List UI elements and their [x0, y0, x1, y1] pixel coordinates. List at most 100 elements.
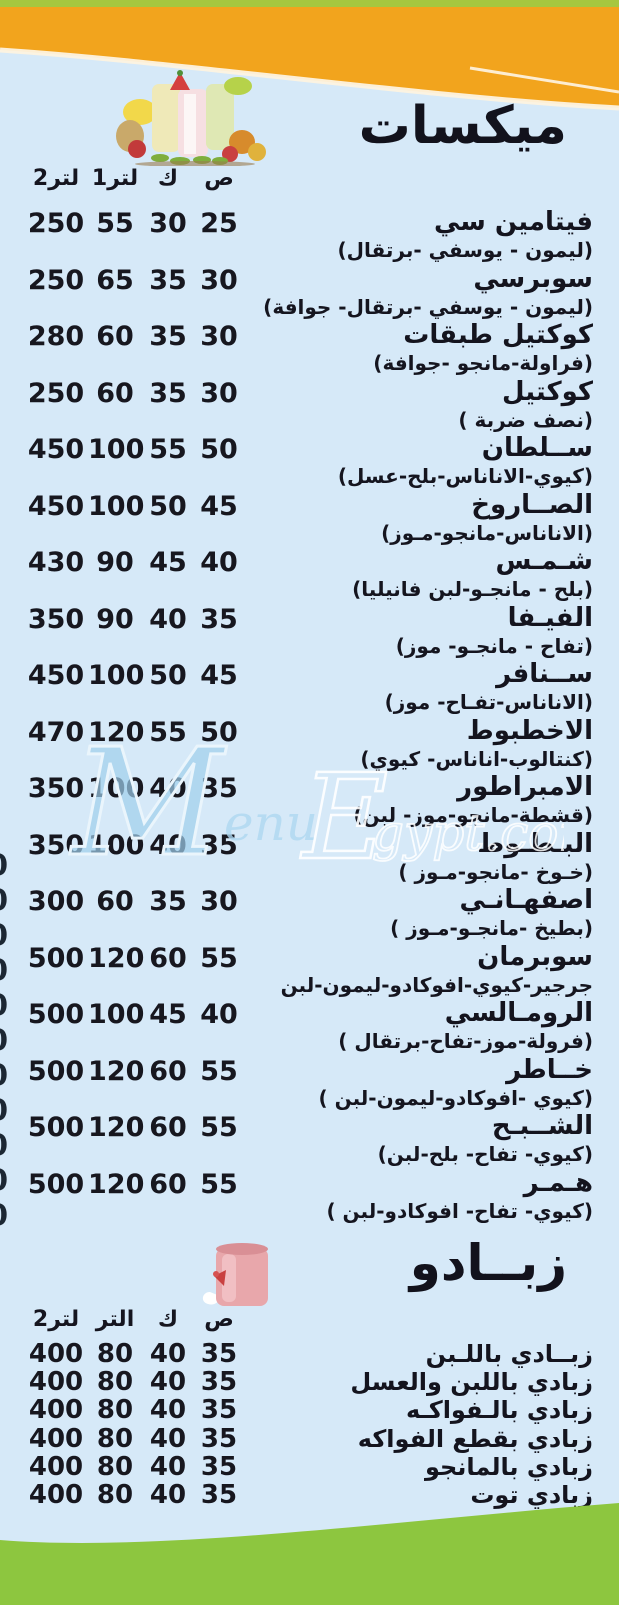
price-cup: 60 — [149, 1112, 187, 1143]
price-cup: 55 — [149, 716, 187, 748]
item-name-block: ســنافر (الاناناس-تفـاح- موز) — [244, 660, 619, 715]
menu-item-row: 400 80 40 35 زبادي بقطع الفواكه — [0, 1425, 619, 1453]
item-name-block: الاخطبوط (كنتالوب-اناناس- كيوي) — [244, 716, 619, 772]
item-name-block: الرومـالسي (فرولة-موز-تفاح-برتقال ) — [244, 999, 619, 1054]
price-small: 45 — [200, 490, 238, 522]
item-name-block: زبادي بالـفواكـه — [244, 1396, 619, 1424]
price-cup: 55 — [149, 434, 187, 465]
price-1-liter: 90 — [96, 547, 134, 578]
item-ingredients: (كيوي- تفاح- افوكادو-لبن ) — [326, 1198, 593, 1223]
price-1-liter: 120 — [88, 942, 145, 974]
item-ingredients: (الاناناس-مانجو-مـوز) — [381, 520, 593, 545]
price-cup: 40 — [149, 1479, 187, 1510]
item-name: شـمـس — [495, 546, 593, 576]
price-1-liter: 90 — [96, 603, 134, 635]
price-small: 35 — [200, 1367, 238, 1398]
item-name-block: هـمـر (كيوي- تفاح- افوكادو-لبن ) — [244, 1168, 619, 1224]
price-1-liter: 120 — [88, 1112, 145, 1143]
menu-item-row: 400 80 40 35 زبادي توت — [0, 1481, 619, 1509]
column-header-small: ص — [204, 166, 234, 191]
price-small: 55 — [200, 1112, 238, 1143]
item-ingredients: (كيوي- تفاح- بلح-لبن) — [377, 1142, 593, 1166]
price-small: 35 — [200, 1395, 238, 1426]
item-name-block: سوبرسي (ليمون - يوسفي -برتقال- جوافة) — [244, 263, 619, 320]
column-header-2-liter: 2لتر — [32, 1307, 80, 1332]
item-name: ســلطان — [481, 433, 593, 463]
price-1-liter: 60 — [96, 886, 134, 917]
price-1-liter: 100 — [88, 434, 145, 465]
menu-item-row: 250 60 35 30 كوكتيل (نصف ضربة ) — [0, 376, 619, 435]
price-1-liter: 100 — [88, 829, 145, 861]
menu-item-row: 350 90 40 35 الفيـفا (تفاح - مانجـو- موز… — [0, 603, 619, 661]
section-title-mixes: ميكسات — [358, 96, 567, 156]
item-name: كوكتيل — [502, 376, 593, 407]
price-2-liter: 280 — [27, 321, 85, 352]
fruit-drinks-illustration — [116, 70, 266, 166]
price-small: 45 — [200, 660, 238, 691]
price-1-liter: 100 — [88, 773, 145, 804]
price-1-liter: 80 — [96, 1367, 134, 1398]
price-1-liter: 120 — [88, 1168, 145, 1200]
item-name-block: زبــادي باللـبن — [244, 1340, 619, 1368]
item-ingredients: جرجير-كيوي-افوكادو-ليمون-لبن — [280, 972, 593, 997]
item-name: زبادي بالمانجو — [425, 1452, 593, 1481]
orange-band — [0, 7, 619, 108]
item-name-block: فيتامين سي (ليمون - يوسفي -برتقال) — [244, 208, 619, 263]
menu-item-row: 400 80 40 35 زبادي بالمانجو — [0, 1453, 619, 1481]
price-1-liter: 100 — [88, 660, 145, 691]
item-name-block: شـمـس (بلح - مانجـو-لبن فانيليا) — [244, 547, 619, 602]
mixes-rows: 250 55 30 25 فيتامين سي (ليمون - يوسفي -… — [0, 208, 619, 1225]
item-name-block: الصــاروخ (الاناناس-مانجو-مـوز) — [244, 490, 619, 546]
item-name: سوبرسي — [473, 263, 593, 294]
price-small: 40 — [200, 547, 238, 578]
price-2-liter: 500 — [27, 1112, 85, 1143]
zabado-column-headers: 2لتر التر ك ص — [0, 1308, 619, 1332]
column-header-cup: ك — [157, 1307, 179, 1332]
item-name: زبادي بالـفواكـه — [405, 1396, 593, 1425]
price-2-liter: 430 — [27, 547, 85, 578]
column-header-cup: ك — [157, 166, 179, 191]
price-small: 30 — [200, 886, 238, 917]
price-2-liter: 500 — [27, 1168, 85, 1200]
price-small: 50 — [200, 434, 238, 465]
price-small: 40 — [200, 999, 238, 1030]
price-cup: 40 — [149, 1423, 187, 1454]
top-green-strip — [0, 0, 619, 7]
item-ingredients: (نصف ضربة ) — [458, 407, 593, 432]
price-2-liter: 500 — [27, 1055, 85, 1087]
item-ingredients: (خـوخ -مانجو-مـوز ) — [398, 859, 593, 884]
price-2-liter: 450 — [27, 490, 85, 522]
menu-item-row: 500 120 60 55 هـمـر (كيوي- تفاح- افوكادو… — [0, 1168, 619, 1226]
price-small: 35 — [200, 1339, 238, 1369]
price-1-liter: 60 — [96, 377, 134, 409]
price-small: 25 — [200, 208, 238, 239]
price-1-liter: 80 — [96, 1339, 134, 1369]
item-ingredients: (تفاح - مانجـو- موز) — [395, 633, 593, 658]
menu-item-row: 430 90 45 40 شـمـس (بلح - مانجـو-لبن فان… — [0, 547, 619, 604]
price-2-liter: 400 — [28, 1339, 84, 1369]
price-cup: 40 — [149, 1367, 187, 1398]
price-1-liter: 100 — [88, 490, 145, 522]
item-name: الشــبـح — [491, 1111, 593, 1141]
item-name: كوكتيل طبقات — [403, 320, 593, 350]
menu-item-row: 400 80 40 35 زبــادي باللـبن — [0, 1340, 619, 1368]
item-ingredients: (كيوي-الاناناس-بلح-عسل) — [337, 464, 593, 488]
item-name-block: زبادي بقطع الفواكه — [244, 1425, 619, 1453]
price-cup: 45 — [149, 999, 187, 1030]
item-name-block: زبادي باللبن والعسل — [244, 1368, 619, 1396]
price-1-liter: 60 — [96, 321, 134, 352]
menu-item-row: 300 60 35 30 اصفهـانـي (بطيخ -مانجـو-مـو… — [0, 886, 619, 943]
price-cup: 35 — [149, 264, 187, 296]
item-name-block: البـطـوط (خـوخ -مانجو-مـوز ) — [244, 829, 619, 885]
price-small: 55 — [200, 1055, 238, 1087]
price-cup: 40 — [149, 1395, 187, 1426]
item-name: زبادي بقطع الفواكه — [357, 1424, 593, 1453]
price-cup: 40 — [149, 603, 187, 635]
item-name-block: زبادي بالمانجو — [244, 1453, 619, 1481]
item-name-block: خــاطر (كيوي -افوكادو-ليمون-لبن ) — [244, 1055, 619, 1111]
menu-item-row: 500 120 60 55 الشــبـح (كيوي- تفاح- بلح-… — [0, 1112, 619, 1169]
price-2-liter: 300 — [27, 886, 85, 917]
item-name: سوبرمان — [477, 941, 593, 972]
price-1-liter: 65 — [96, 264, 134, 296]
menu-item-row: 350 100 40 35 البـطـوط (خـوخ -مانجو-مـوز… — [0, 829, 619, 887]
